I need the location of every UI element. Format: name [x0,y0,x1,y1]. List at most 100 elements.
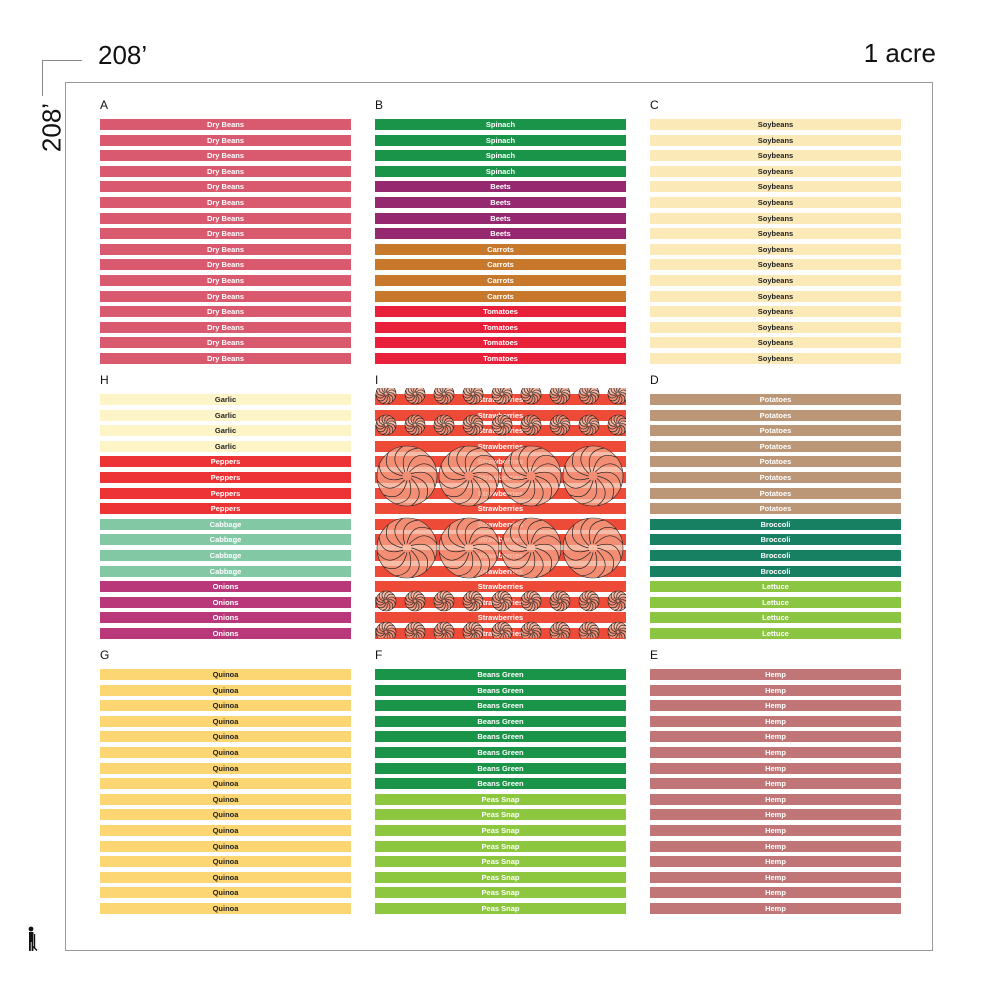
crop-row: Tomatoes [375,306,626,318]
crop-row: Soybeans [650,150,901,162]
crop-row: Quinoa [100,747,351,758]
dimension-tick-vertical [42,60,43,96]
crop-row: Peas Snap [375,825,626,836]
crop-row: Beans Green [375,684,626,696]
crop-row: Dry Beans [100,197,351,208]
plot-e: E Hemp Hemp Hemp Hemp Hemp Hemp Hemp Hemp Hemp Hem… [650,648,901,919]
crop-row: Quinoa [100,731,351,743]
person-icon [28,926,38,951]
crop-row: Dry Beans [100,150,351,162]
crop-row: Dry Beans [100,181,351,193]
crop-row: Hemp [650,778,901,790]
crop-row: Soybeans [650,197,901,208]
crop-row: Broccoli [650,565,901,577]
crop-row: Dry Beans [100,134,351,146]
crop-row: Soybeans [650,353,901,364]
crop-row: Dry Beans [100,165,351,177]
crop-row: Peas Snap [375,840,626,852]
crop-row: Potatoes [650,440,901,452]
crop-row: Soybeans [650,337,901,349]
crop-row: Carrots [375,259,626,271]
crop-row: Potatoes [650,456,901,468]
plot-g: G Quinoa Quinoa Quinoa Quinoa Quinoa Quinoa Qui… [100,648,351,919]
crop-row: Strawberries [375,487,626,499]
area-label: 1 acre [863,38,936,68]
crop-row: Quinoa [100,715,351,727]
crop-row: Hemp [650,809,901,821]
crop-row: Lettuce [650,612,901,624]
field-boundary [65,82,933,951]
crop-row: Hemp [650,715,901,727]
crop-row: Beets [375,181,626,193]
crop-row: Soybeans [650,212,901,224]
crop-row: Beans Green [375,669,626,680]
crop-row: Quinoa [100,903,351,914]
crop-row: Peas Snap [375,871,626,883]
crop-row: Strawberries [375,503,626,515]
crop-row: Spinach [375,119,626,130]
crop-row: Lettuce [650,628,901,639]
crop-row: Hemp [650,747,901,758]
crop-row: Strawberries [375,581,626,593]
plot-f: F Beans Green Beans Green Beans Green Beans … [375,648,626,919]
crop-row: Dry Beans [100,290,351,302]
crop-row: Hemp [650,684,901,696]
crop-row: Quinoa [100,871,351,883]
crop-row: Strawberries [375,612,626,624]
crop-row: Soybeans [650,290,901,302]
crop-row: Spinach [375,150,626,162]
crop-row: Beets [375,212,626,224]
crop-row: Onions [100,628,351,639]
crop-row: Strawberries [375,409,626,421]
crop-row: Beans Green [375,747,626,758]
crop-row: Hemp [650,762,901,774]
crop-row: Dry Beans [100,275,351,286]
dimension-width-label: 208’ [98,40,148,70]
crop-row: Dry Beans [100,212,351,224]
crop-row: Soybeans [650,243,901,255]
crop-row: Peppers [100,472,351,483]
crop-row: Strawberries [375,518,626,530]
crop-row: Strawberries [375,472,626,483]
crop-row: Soybeans [650,119,901,130]
crop-row: Tomatoes [375,353,626,364]
crop-row: Soybeans [650,134,901,146]
plot-letter: D [650,373,659,387]
crop-row: Peas Snap [375,809,626,821]
crop-row: Garlic [100,394,351,405]
crop-row: Onions [100,596,351,608]
crop-row: Potatoes [650,503,901,515]
crop-row: Onions [100,612,351,624]
crop-row: Beets [375,197,626,208]
crop-row: Hemp [650,903,901,914]
crop-row: Strawberries [375,394,626,405]
dimension-tick-horizontal [42,60,82,61]
crop-row: Tomatoes [375,321,626,333]
crop-row: Soybeans [650,306,901,318]
crop-row: Strawberries [375,565,626,577]
crop-row: Potatoes [650,487,901,499]
crop-row: Dry Beans [100,119,351,130]
crop-row: Spinach [375,134,626,146]
crop-row: Lettuce [650,596,901,608]
crop-row: Soybeans [650,165,901,177]
crop-row: Dry Beans [100,353,351,364]
crop-row: Dry Beans [100,259,351,271]
crop-row: Hemp [650,871,901,883]
crop-row: Dry Beans [100,243,351,255]
crop-row: Soybeans [650,321,901,333]
crop-row: Beans Green [375,778,626,790]
crop-row: Quinoa [100,700,351,712]
plot-a: A Dry Beans Dry Beans Dry Beans Dry Beans Dry… [100,98,351,369]
crop-row: Dry Beans [100,306,351,318]
plot-c: C Soybeans Soybeans Soybeans Soybeans Soybean… [650,98,901,369]
crop-row: Soybeans [650,275,901,286]
crop-row: Quinoa [100,762,351,774]
plot-letter: E [650,648,659,662]
crop-row: Carrots [375,275,626,286]
crop-row: Broccoli [650,534,901,546]
crop-row: Dry Beans [100,228,351,240]
crop-row: Potatoes [650,394,901,405]
crop-row: Hemp [650,856,901,868]
crop-row: Soybeans [650,259,901,271]
